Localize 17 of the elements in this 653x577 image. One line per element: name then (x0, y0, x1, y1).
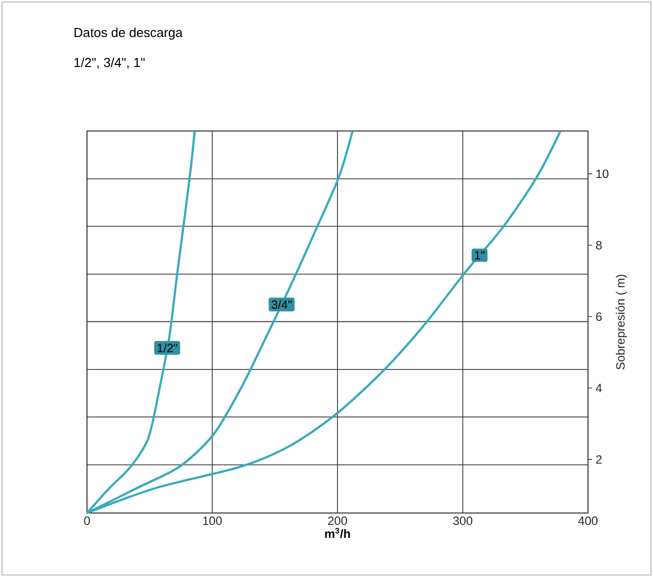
y-axis-title: Sobrepresión ( m) (616, 274, 628, 370)
series-label: 3/4" (272, 300, 292, 309)
series-label: 1" (474, 251, 484, 260)
x-tick-label: 200 (328, 516, 348, 526)
y-tick-label: 8 (596, 240, 602, 250)
y-tick-label: 10 (596, 170, 608, 178)
chart-title: Datos de descarga (74, 28, 183, 40)
x-tick-label: 400 (578, 516, 598, 526)
chart-subtitle: 1/2", 3/4", 1" (74, 58, 145, 69)
x-tick-label: 300 (453, 516, 472, 526)
x-tick-label: 0 (84, 516, 90, 526)
x-tick-label: 100 (203, 516, 222, 526)
series-label: 1/2" (158, 343, 178, 352)
y-tick-label: 4 (596, 384, 602, 392)
y-tick-label: 6 (596, 312, 602, 321)
y-tick-label: 2 (596, 455, 602, 464)
x-axis-title: m$^{3}$/h (325, 528, 350, 538)
